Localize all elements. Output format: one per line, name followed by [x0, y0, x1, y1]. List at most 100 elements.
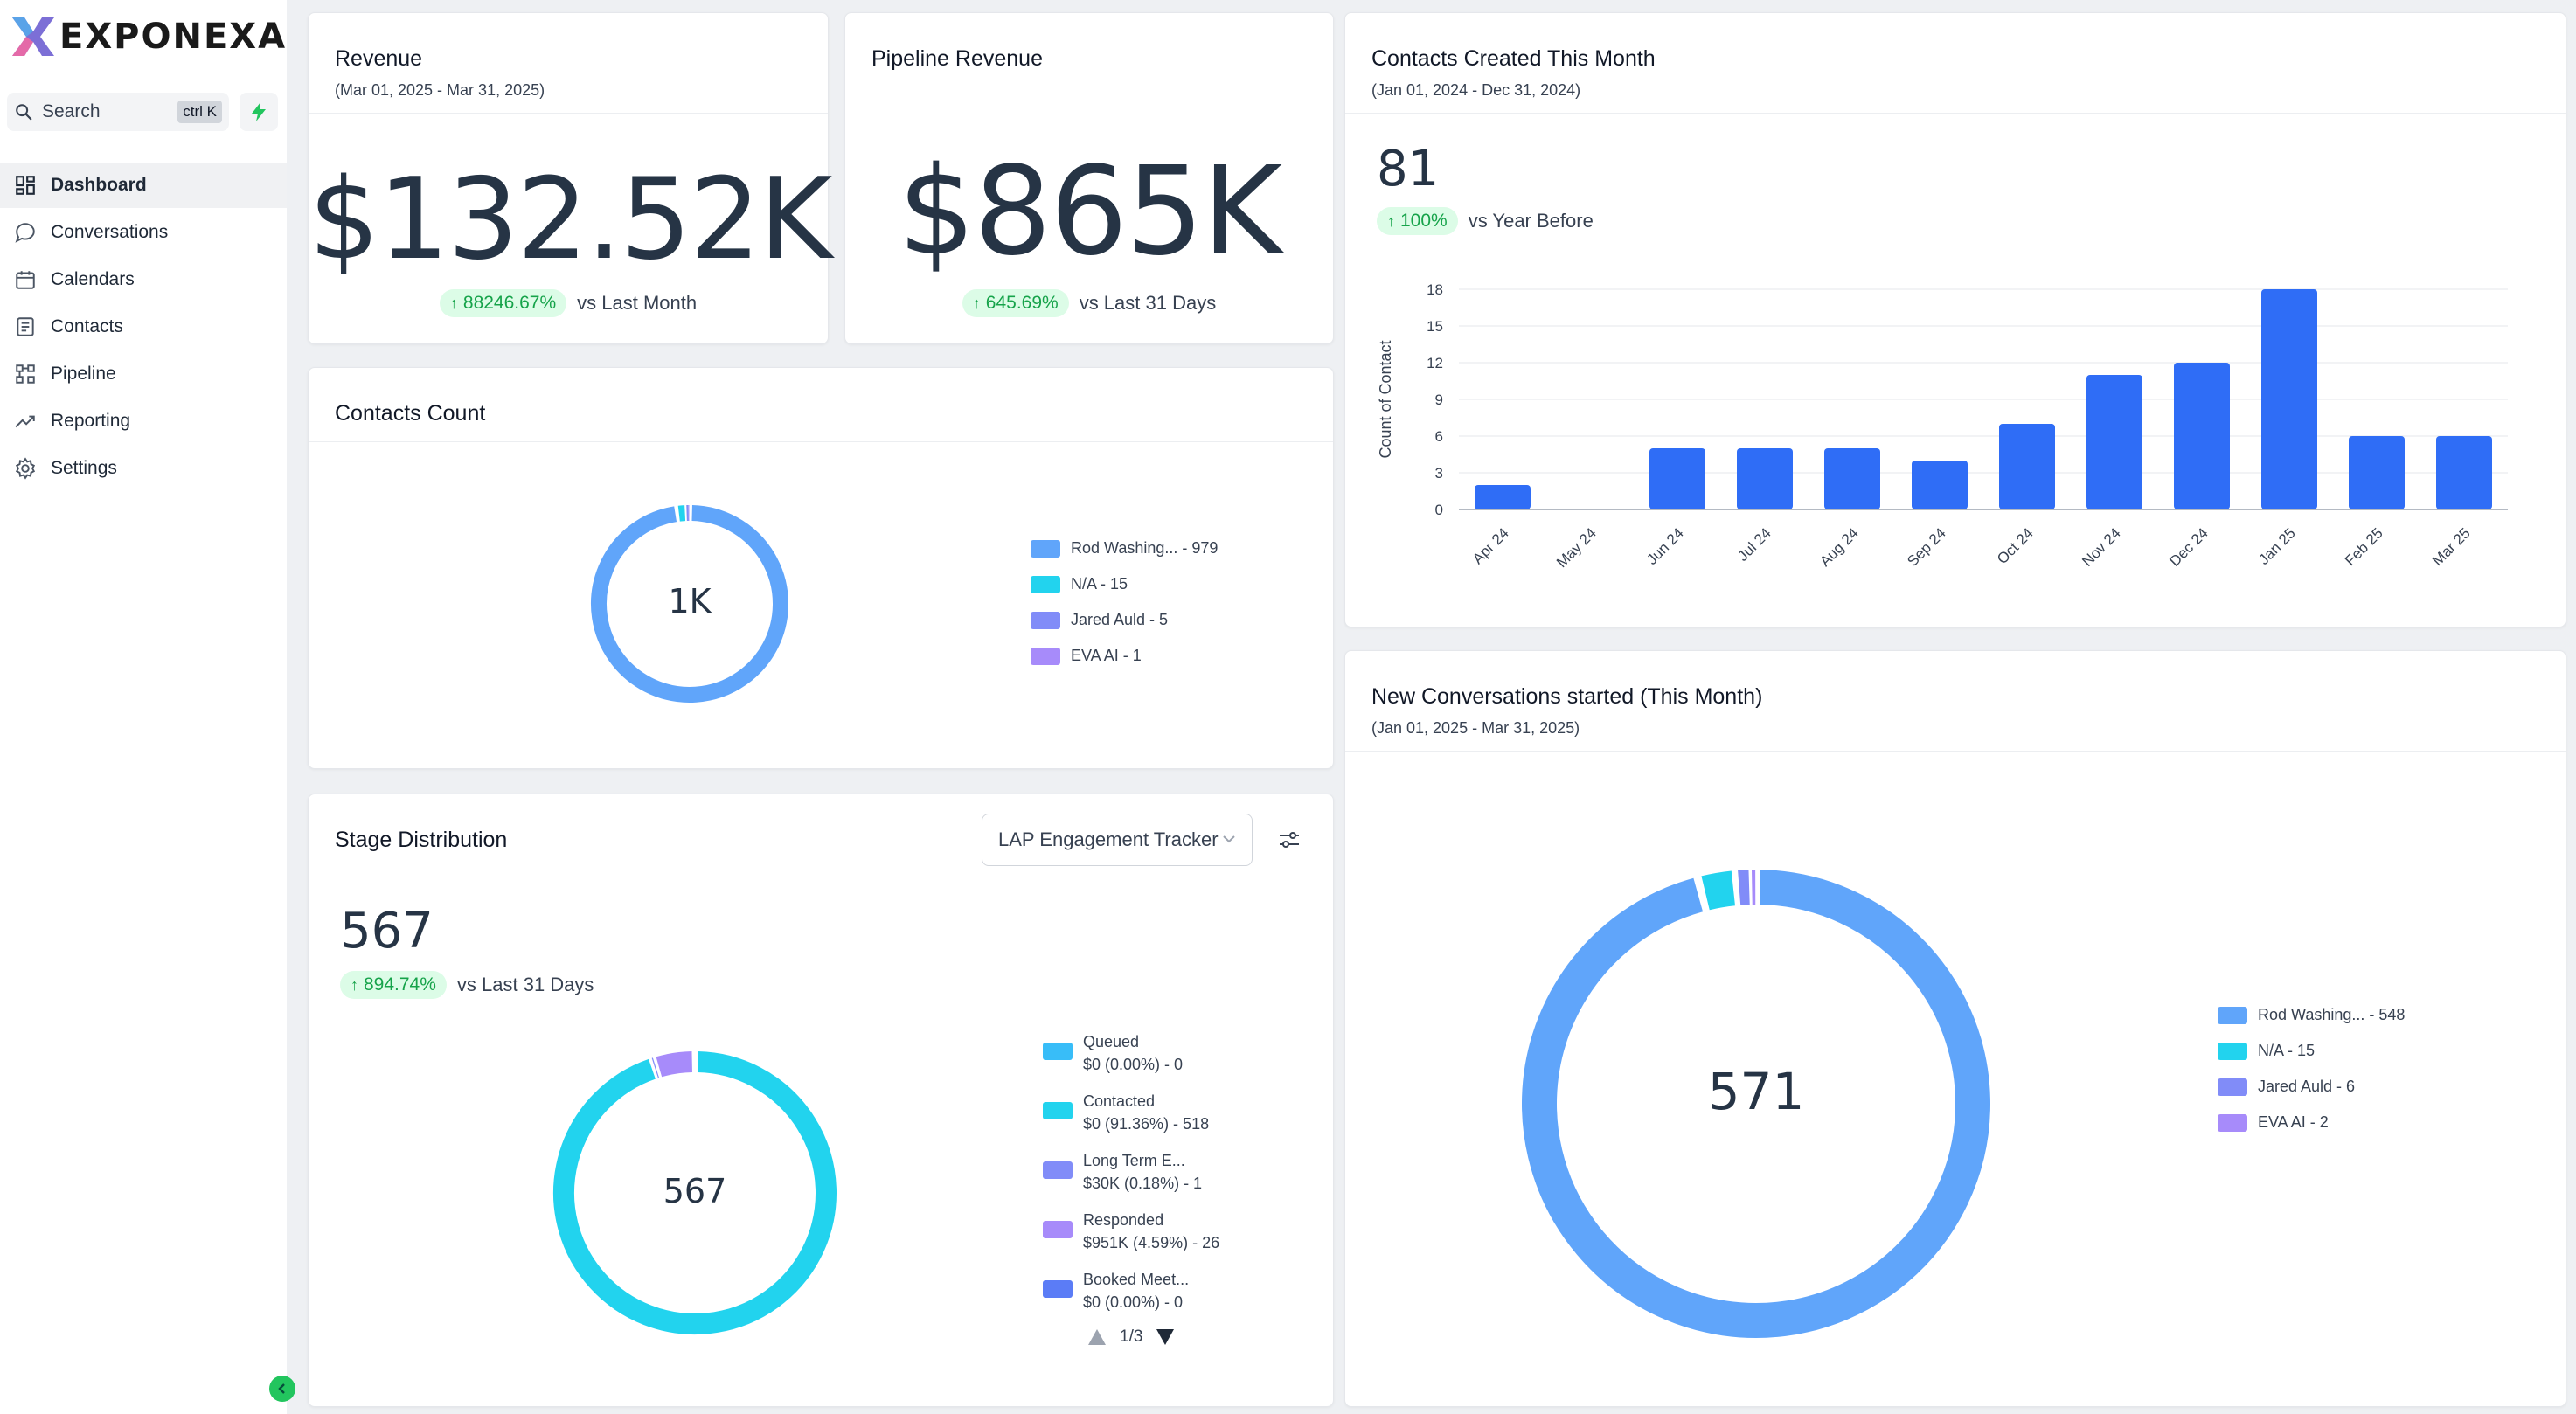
sidebar-item-label: Settings — [51, 458, 117, 478]
app-logo-text: EXPONEXA — [59, 17, 288, 57]
legend-stage-detail: $951K (4.59%) - 26 — [1083, 1234, 1220, 1251]
sidebar-item-reporting[interactable]: Reporting — [0, 399, 287, 444]
bar[interactable] — [1475, 485, 1531, 509]
sidebar-item-contacts[interactable]: Contacts — [0, 304, 287, 350]
legend-swatch — [1043, 1161, 1073, 1179]
sidebar-item-calendars[interactable]: Calendars — [0, 257, 287, 302]
bar[interactable] — [1912, 461, 1968, 509]
legend-item[interactable]: N/A - 15 — [2218, 1042, 2405, 1060]
search-label: Search — [42, 101, 101, 121]
sidebar-nav: Dashboard Conversations Calendars Contac… — [0, 163, 287, 493]
legend-item[interactable]: Contacted $0 (91.36%) - 518 — [1043, 1090, 1219, 1135]
arrow-up-icon: ↑ — [1387, 211, 1395, 230]
delta-badge: ↑ 894.74% — [340, 971, 447, 999]
bar[interactable] — [2174, 363, 2230, 509]
legend-item[interactable]: Booked Meet... $0 (0.00%) - 0 — [1043, 1268, 1219, 1313]
bar[interactable] — [2436, 436, 2492, 509]
card-divider — [1345, 751, 2566, 752]
bar[interactable] — [2086, 375, 2142, 509]
sidebar-item-label: Contacts — [51, 316, 123, 336]
legend-swatch — [1031, 611, 1060, 629]
x-tick-label: Jun 24 — [1643, 524, 1687, 568]
x-tick-label: May 24 — [1553, 524, 1600, 571]
contact-book-icon — [17, 317, 34, 336]
donut-slice[interactable] — [1738, 870, 1750, 905]
legend-item[interactable]: EVA AI - 2 — [2218, 1113, 2405, 1132]
y-tick-label: 9 — [1435, 392, 1443, 408]
legend-stage-name: Responded — [1083, 1211, 1164, 1229]
legend-item[interactable]: Rod Washing... - 548 — [2218, 1006, 2405, 1024]
legend-item[interactable]: EVA AI - 1 — [1031, 647, 1218, 665]
revenue-value: $132.52K — [309, 155, 832, 285]
filter-settings-icon[interactable] — [1275, 826, 1303, 854]
pipeline-select-dropdown[interactable]: LAP Engagement Tracker — [982, 814, 1253, 866]
donut-slice[interactable] — [1522, 870, 1990, 1338]
delta-compare-label: vs Year Before — [1468, 210, 1594, 232]
bar[interactable] — [1999, 424, 2055, 509]
sidebar-item-label: Calendars — [51, 269, 135, 289]
legend-item[interactable]: N/A - 15 — [1031, 575, 1218, 593]
legend-swatch — [1043, 1102, 1073, 1119]
donut-slice[interactable] — [591, 505, 788, 703]
delta-row: ↑ 100% vs Year Before — [1377, 207, 1594, 235]
stage-distribution-card: Stage Distribution LAP Engagement Tracke… — [308, 794, 1334, 1407]
y-tick-label: 0 — [1435, 502, 1443, 518]
card-title: Revenue — [335, 46, 423, 71]
legend-item[interactable]: Rod Washing... - 979 — [1031, 539, 1218, 558]
legend-item[interactable]: Queued $0 (0.00%) - 0 — [1043, 1030, 1219, 1076]
bar[interactable] — [2349, 436, 2405, 509]
chart-legend: Rod Washing... - 979 N/A - 15 Jared Auld -… — [1031, 539, 1218, 683]
pipeline-revenue-value: $865K — [897, 141, 1282, 283]
x-tick-label: Sep 24 — [1904, 524, 1949, 570]
card-title: New Conversations started (This Month) — [1371, 684, 1763, 709]
x-tick-label: Nov 24 — [2079, 524, 2124, 570]
delta-row: ↑ 88246.67% vs Last Month — [309, 289, 828, 317]
revenue-card: Revenue (Mar 01, 2025 - Mar 31, 2025) $1… — [308, 12, 832, 344]
sidebar-item-settings[interactable]: Settings — [0, 446, 287, 491]
collapse-sidebar-button[interactable] — [269, 1376, 295, 1402]
chart-legend: Queued $0 (0.00%) - 0 Contacted $0 (91.36%)… — [1043, 1030, 1219, 1327]
legend-swatch — [1043, 1043, 1073, 1060]
legend-text: Responded $951K (4.59%) - 26 — [1083, 1209, 1219, 1254]
legend-item[interactable]: Jared Auld - 6 — [2218, 1078, 2405, 1096]
app-logo[interactable]: EXPONEXA — [9, 12, 287, 61]
legend-stage-detail: $0 (91.36%) - 518 — [1083, 1115, 1210, 1133]
chevron-down-icon — [1223, 835, 1235, 843]
donut-slice[interactable] — [553, 1051, 837, 1334]
sidebar-item-label: Reporting — [51, 411, 131, 431]
donut-slice[interactable] — [1701, 870, 1736, 911]
donut-center-value: 1K — [668, 582, 712, 620]
card-title: Contacts Created This Month — [1371, 46, 1656, 71]
legend-swatch — [2218, 1006, 2247, 1024]
legend-item[interactable]: Long Term E... $30K (0.18%) - 1 — [1043, 1149, 1219, 1195]
arrow-up-triangle-icon[interactable] — [1087, 1327, 1107, 1347]
search-box[interactable]: Search ctrl K — [7, 93, 229, 131]
legend-item[interactable]: Jared Auld - 5 — [1031, 611, 1218, 629]
legend-item[interactable]: Responded $951K (4.59%) - 26 — [1043, 1209, 1219, 1254]
stage-distribution-value: 567 — [340, 903, 434, 960]
bar[interactable] — [1824, 448, 1880, 509]
quick-action-button[interactable] — [240, 93, 278, 131]
donut-slice[interactable] — [677, 505, 686, 522]
x-tick-label: Dec 24 — [2166, 524, 2211, 570]
bar[interactable] — [2261, 289, 2317, 509]
delta-row: ↑ 645.69% vs Last 31 Days — [845, 289, 1333, 317]
sidebar-item-pipeline[interactable]: Pipeline — [0, 351, 287, 397]
card-divider — [1345, 113, 2566, 114]
sidebar-item-conversations[interactable]: Conversations — [0, 210, 287, 255]
legend-stage-detail: $0 (0.00%) - 0 — [1083, 1293, 1184, 1311]
legend-swatch — [2218, 1042, 2247, 1060]
donut-center-value: 567 — [663, 1172, 727, 1210]
donut-slice[interactable] — [656, 1051, 693, 1078]
card-divider — [309, 113, 828, 114]
legend-text: Booked Meet... $0 (0.00%) - 0 — [1083, 1268, 1189, 1313]
legend-pager: 1/3 — [1087, 1327, 1176, 1347]
arrow-down-triangle-icon[interactable] — [1155, 1327, 1176, 1347]
y-tick-label: 18 — [1427, 281, 1443, 298]
sidebar-item-dashboard[interactable]: Dashboard — [0, 163, 287, 208]
legend-swatch — [1031, 539, 1060, 558]
bar[interactable] — [1737, 448, 1793, 509]
legend-stage-name: Contacted — [1083, 1092, 1156, 1110]
gear-icon — [15, 457, 36, 480]
bar[interactable] — [1649, 448, 1705, 509]
